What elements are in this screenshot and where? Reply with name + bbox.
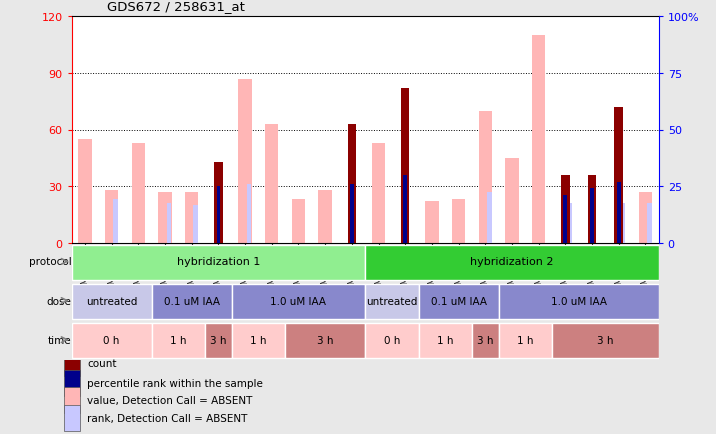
Bar <box>158 192 172 243</box>
Bar <box>639 192 652 243</box>
Text: count: count <box>87 358 117 368</box>
Text: 0 h: 0 h <box>384 335 400 345</box>
Bar <box>205 323 232 358</box>
Bar <box>113 200 118 243</box>
Bar <box>616 183 621 243</box>
Bar <box>285 323 365 358</box>
Text: 1.0 uM IAA: 1.0 uM IAA <box>551 296 606 306</box>
Text: hybridization 2: hybridization 2 <box>470 257 553 267</box>
Bar <box>72 284 152 319</box>
Bar <box>72 245 365 280</box>
Text: 1 h: 1 h <box>250 335 266 345</box>
Text: value, Detection Call = ABSENT: value, Detection Call = ABSENT <box>87 395 253 405</box>
Text: hybridization 1: hybridization 1 <box>177 257 260 267</box>
Bar <box>401 89 410 243</box>
Text: time: time <box>48 335 72 345</box>
Bar <box>64 351 80 376</box>
Text: 3 h: 3 h <box>317 335 334 345</box>
Bar <box>247 185 251 243</box>
Bar <box>265 125 279 243</box>
Bar <box>647 204 652 243</box>
Bar <box>472 323 498 358</box>
Text: untreated: untreated <box>366 296 417 306</box>
Bar <box>238 79 252 243</box>
Bar <box>620 204 625 243</box>
Bar <box>403 175 407 243</box>
Bar <box>532 36 546 243</box>
Bar <box>505 158 518 243</box>
Bar <box>350 185 354 243</box>
Bar <box>292 200 305 243</box>
Text: 3 h: 3 h <box>210 335 227 345</box>
Bar <box>498 284 659 319</box>
Text: 0.1 uM IAA: 0.1 uM IAA <box>430 296 487 306</box>
Text: 1 h: 1 h <box>170 335 187 345</box>
Bar <box>452 200 465 243</box>
Bar <box>105 191 118 243</box>
Bar <box>588 175 596 243</box>
Text: percentile rank within the sample: percentile rank within the sample <box>87 378 263 388</box>
Text: 3 h: 3 h <box>597 335 614 345</box>
Bar <box>347 125 356 243</box>
Bar <box>419 323 472 358</box>
Bar <box>498 323 552 358</box>
Text: dose: dose <box>47 296 72 306</box>
Bar <box>64 370 80 396</box>
Text: GDS672 / 258631_at: GDS672 / 258631_at <box>107 0 246 13</box>
Bar <box>214 162 223 243</box>
Bar <box>152 323 205 358</box>
Text: 1 h: 1 h <box>437 335 453 345</box>
Text: rank, Detection Call = ABSENT: rank, Detection Call = ABSENT <box>87 413 248 423</box>
Bar <box>193 205 198 243</box>
Text: protocol: protocol <box>29 257 72 267</box>
Bar <box>365 245 659 280</box>
Bar <box>64 405 80 431</box>
Bar <box>614 108 623 243</box>
Text: 3 h: 3 h <box>477 335 493 345</box>
Text: untreated: untreated <box>86 296 137 306</box>
Bar <box>185 192 198 243</box>
Bar <box>561 175 570 243</box>
Bar <box>563 196 567 243</box>
Bar <box>425 202 438 243</box>
Bar <box>372 143 385 243</box>
Bar <box>478 112 492 243</box>
Bar <box>167 204 171 243</box>
Text: 0 h: 0 h <box>103 335 120 345</box>
Bar <box>232 284 365 319</box>
Bar <box>365 323 419 358</box>
Bar <box>419 284 498 319</box>
Text: 1 h: 1 h <box>517 335 533 345</box>
Bar <box>319 191 332 243</box>
Bar <box>72 323 152 358</box>
Text: 1.0 uM IAA: 1.0 uM IAA <box>271 296 326 306</box>
Bar <box>552 323 659 358</box>
Bar <box>487 192 492 243</box>
Bar <box>78 140 92 243</box>
Bar <box>132 143 145 243</box>
Bar <box>365 284 419 319</box>
Bar <box>216 187 221 243</box>
Bar <box>152 284 232 319</box>
Bar <box>567 204 571 243</box>
Bar <box>232 323 285 358</box>
Text: 0.1 uM IAA: 0.1 uM IAA <box>164 296 220 306</box>
Bar <box>64 388 80 413</box>
Bar <box>590 188 594 243</box>
